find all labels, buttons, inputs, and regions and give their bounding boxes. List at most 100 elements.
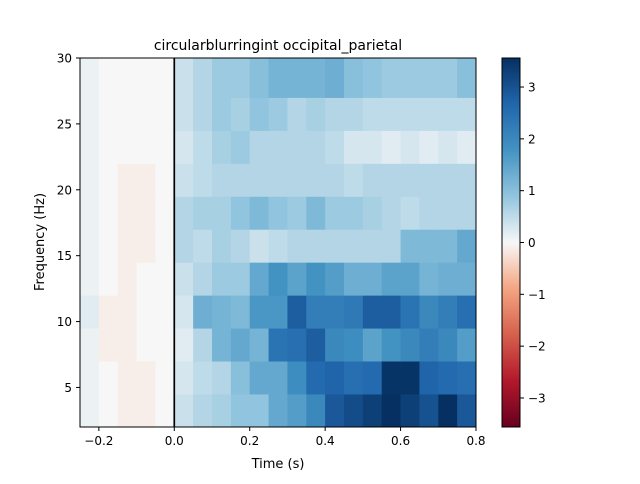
y-tick-label: 5 xyxy=(64,381,72,395)
heatmap-cell xyxy=(80,58,100,98)
heatmap-cell xyxy=(457,262,477,296)
heatmap-cell xyxy=(325,361,345,395)
heatmap-cell xyxy=(306,394,326,428)
heatmap-cell xyxy=(212,295,232,329)
heatmap-cell xyxy=(268,328,288,362)
heatmap-cell xyxy=(306,295,326,329)
heatmap-cell xyxy=(381,130,401,164)
heatmap-cell xyxy=(98,295,119,329)
heatmap-cell xyxy=(249,58,269,98)
heatmap-cell xyxy=(457,394,477,428)
heatmap-cell xyxy=(249,97,269,131)
heatmap-cell xyxy=(344,328,364,362)
heatmap-cell xyxy=(381,58,401,98)
heatmap-cell xyxy=(287,58,307,98)
heatmap-cell xyxy=(117,130,137,164)
heatmap-cell xyxy=(155,58,175,98)
heatmap-cell xyxy=(98,196,119,230)
heatmap-cell xyxy=(174,328,194,362)
heatmap-cell xyxy=(419,196,439,230)
heatmap-cell xyxy=(457,328,477,362)
heatmap-cell xyxy=(268,394,288,428)
heatmap-cell xyxy=(117,97,137,131)
heatmap-cell xyxy=(457,196,477,230)
heatmap-cell xyxy=(268,196,288,230)
heatmap-cell xyxy=(344,361,364,395)
heatmap-cell xyxy=(362,361,383,395)
heatmap-cell xyxy=(362,58,383,98)
heatmap-cell xyxy=(419,130,439,164)
heatmap-cell xyxy=(381,229,401,263)
heatmap-cell xyxy=(98,97,119,131)
heatmap-cell xyxy=(344,196,364,230)
heatmap-cell xyxy=(325,394,345,428)
heatmap-cell xyxy=(230,328,251,362)
heatmap-cell xyxy=(362,262,383,296)
heatmap-cell xyxy=(80,196,100,230)
heatmap-cell xyxy=(155,361,175,395)
chart-title: circularblurringint occipital_parietal xyxy=(154,38,402,54)
heatmap-cell xyxy=(362,196,383,230)
heatmap-cell xyxy=(362,130,383,164)
heatmap-cell xyxy=(381,262,401,296)
heatmap-cell xyxy=(136,97,156,131)
heatmap-cell xyxy=(268,163,288,197)
heatmap-cell xyxy=(306,196,326,230)
colorbar-ticks: −3 −2 −1 0 1 2 3 xyxy=(520,81,546,405)
x-axis: −0.2 0.0 0.2 0.4 0.6 0.8 xyxy=(84,427,486,448)
heatmap-cell xyxy=(155,163,175,197)
heatmap-cell xyxy=(268,130,288,164)
heatmap-cell xyxy=(98,163,119,197)
heatmap-cell xyxy=(212,262,232,296)
heatmap-cell xyxy=(136,262,156,296)
heatmap-cell xyxy=(174,361,194,395)
heatmap-cell xyxy=(268,229,288,263)
colorbar-tick-label: 2 xyxy=(528,132,536,146)
heatmap-cell xyxy=(457,97,477,131)
heatmap-cell xyxy=(212,229,232,263)
heatmap-cell xyxy=(457,295,477,329)
heatmap-cell xyxy=(438,97,458,131)
heatmap-cell xyxy=(287,295,307,329)
heatmap-cell xyxy=(230,295,251,329)
heatmap-cell xyxy=(155,262,175,296)
heatmap-cell xyxy=(325,328,345,362)
heatmap-cell xyxy=(400,58,420,98)
heatmap-cell xyxy=(344,97,364,131)
heatmap-cell xyxy=(419,295,439,329)
heatmap-cell xyxy=(230,394,251,428)
heatmap-cell xyxy=(230,196,251,230)
heatmap-cell xyxy=(117,361,137,395)
heatmap-cell xyxy=(325,130,345,164)
heatmap-cell xyxy=(174,130,194,164)
heatmap-cell xyxy=(381,97,401,131)
heatmap-cell xyxy=(193,130,213,164)
heatmap-cell xyxy=(193,58,213,98)
heatmap-cell xyxy=(249,196,269,230)
y-tick-label: 20 xyxy=(57,183,72,197)
heatmap-cell xyxy=(98,361,119,395)
heatmap-cell xyxy=(80,97,100,131)
heatmap-cell xyxy=(400,361,420,395)
heatmap-cell xyxy=(98,58,119,98)
heatmap-cell xyxy=(381,163,401,197)
heatmap-cell xyxy=(400,229,420,263)
heatmap-cell xyxy=(381,295,401,329)
heatmap-cell xyxy=(306,229,326,263)
heatmap-cell xyxy=(325,163,345,197)
heatmap-cell xyxy=(438,361,458,395)
heatmap-cell xyxy=(344,130,364,164)
heatmap-cell xyxy=(438,295,458,329)
heatmap-cell xyxy=(155,328,175,362)
heatmap-cell xyxy=(174,229,194,263)
heatmap-cell xyxy=(249,163,269,197)
heatmap-cell xyxy=(193,163,213,197)
heatmap-cell xyxy=(362,328,383,362)
heatmap-cell xyxy=(287,394,307,428)
heatmap-cell xyxy=(419,394,439,428)
heatmap-cell xyxy=(306,97,326,131)
heatmap-cell xyxy=(325,97,345,131)
heatmap-cell xyxy=(117,262,137,296)
heatmap-cell xyxy=(362,163,383,197)
y-axis-label: Frequency (Hz) xyxy=(33,193,48,291)
